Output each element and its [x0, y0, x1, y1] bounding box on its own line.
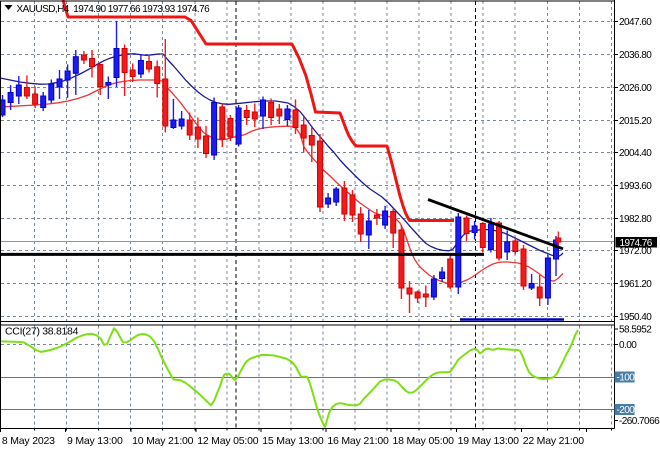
svg-text:12 May 05:00: 12 May 05:00	[197, 435, 259, 447]
svg-text:19 May 13:00: 19 May 13:00	[458, 435, 520, 447]
svg-text:15 May 13:00: 15 May 13:00	[262, 435, 324, 447]
svg-text:1974.76: 1974.76	[620, 238, 653, 249]
svg-text:1993.60: 1993.60	[619, 181, 652, 192]
svg-text:9 May 13:00: 9 May 13:00	[67, 435, 123, 447]
svg-text:2004.40: 2004.40	[619, 148, 652, 159]
svg-text:8 May 2023: 8 May 2023	[2, 435, 55, 447]
svg-text:10 May 21:00: 10 May 21:00	[132, 435, 194, 447]
svg-text:1950.40: 1950.40	[619, 312, 652, 323]
svg-text:CCI(27) 38.8184: CCI(27) 38.8184	[5, 326, 79, 338]
svg-text:16 May 21:00: 16 May 21:00	[327, 435, 389, 447]
svg-text:2036.80: 2036.80	[619, 50, 652, 61]
svg-text:1961.20: 1961.20	[619, 279, 652, 290]
svg-text:-200: -200	[617, 405, 636, 416]
svg-text:1982.80: 1982.80	[619, 214, 652, 225]
svg-text:-100: -100	[617, 373, 636, 384]
svg-text:0.00: 0.00	[619, 340, 637, 351]
svg-text:2026.00: 2026.00	[619, 83, 652, 94]
svg-text:-260.7066: -260.7066	[619, 416, 660, 427]
svg-text:XAUUSD,H4 1974.90 1977.66 197: XAUUSD,H4 1974.90 1977.66 1973.93 1974.7…	[17, 4, 211, 15]
svg-text:2047.60: 2047.60	[619, 17, 652, 28]
svg-text:22 May 21:00: 22 May 21:00	[523, 435, 585, 447]
svg-text:1972.00: 1972.00	[619, 246, 652, 257]
svg-text:18 May 05:00: 18 May 05:00	[393, 435, 455, 447]
svg-text:2015.20: 2015.20	[619, 116, 652, 127]
svg-text:58.5952: 58.5952	[619, 325, 652, 336]
